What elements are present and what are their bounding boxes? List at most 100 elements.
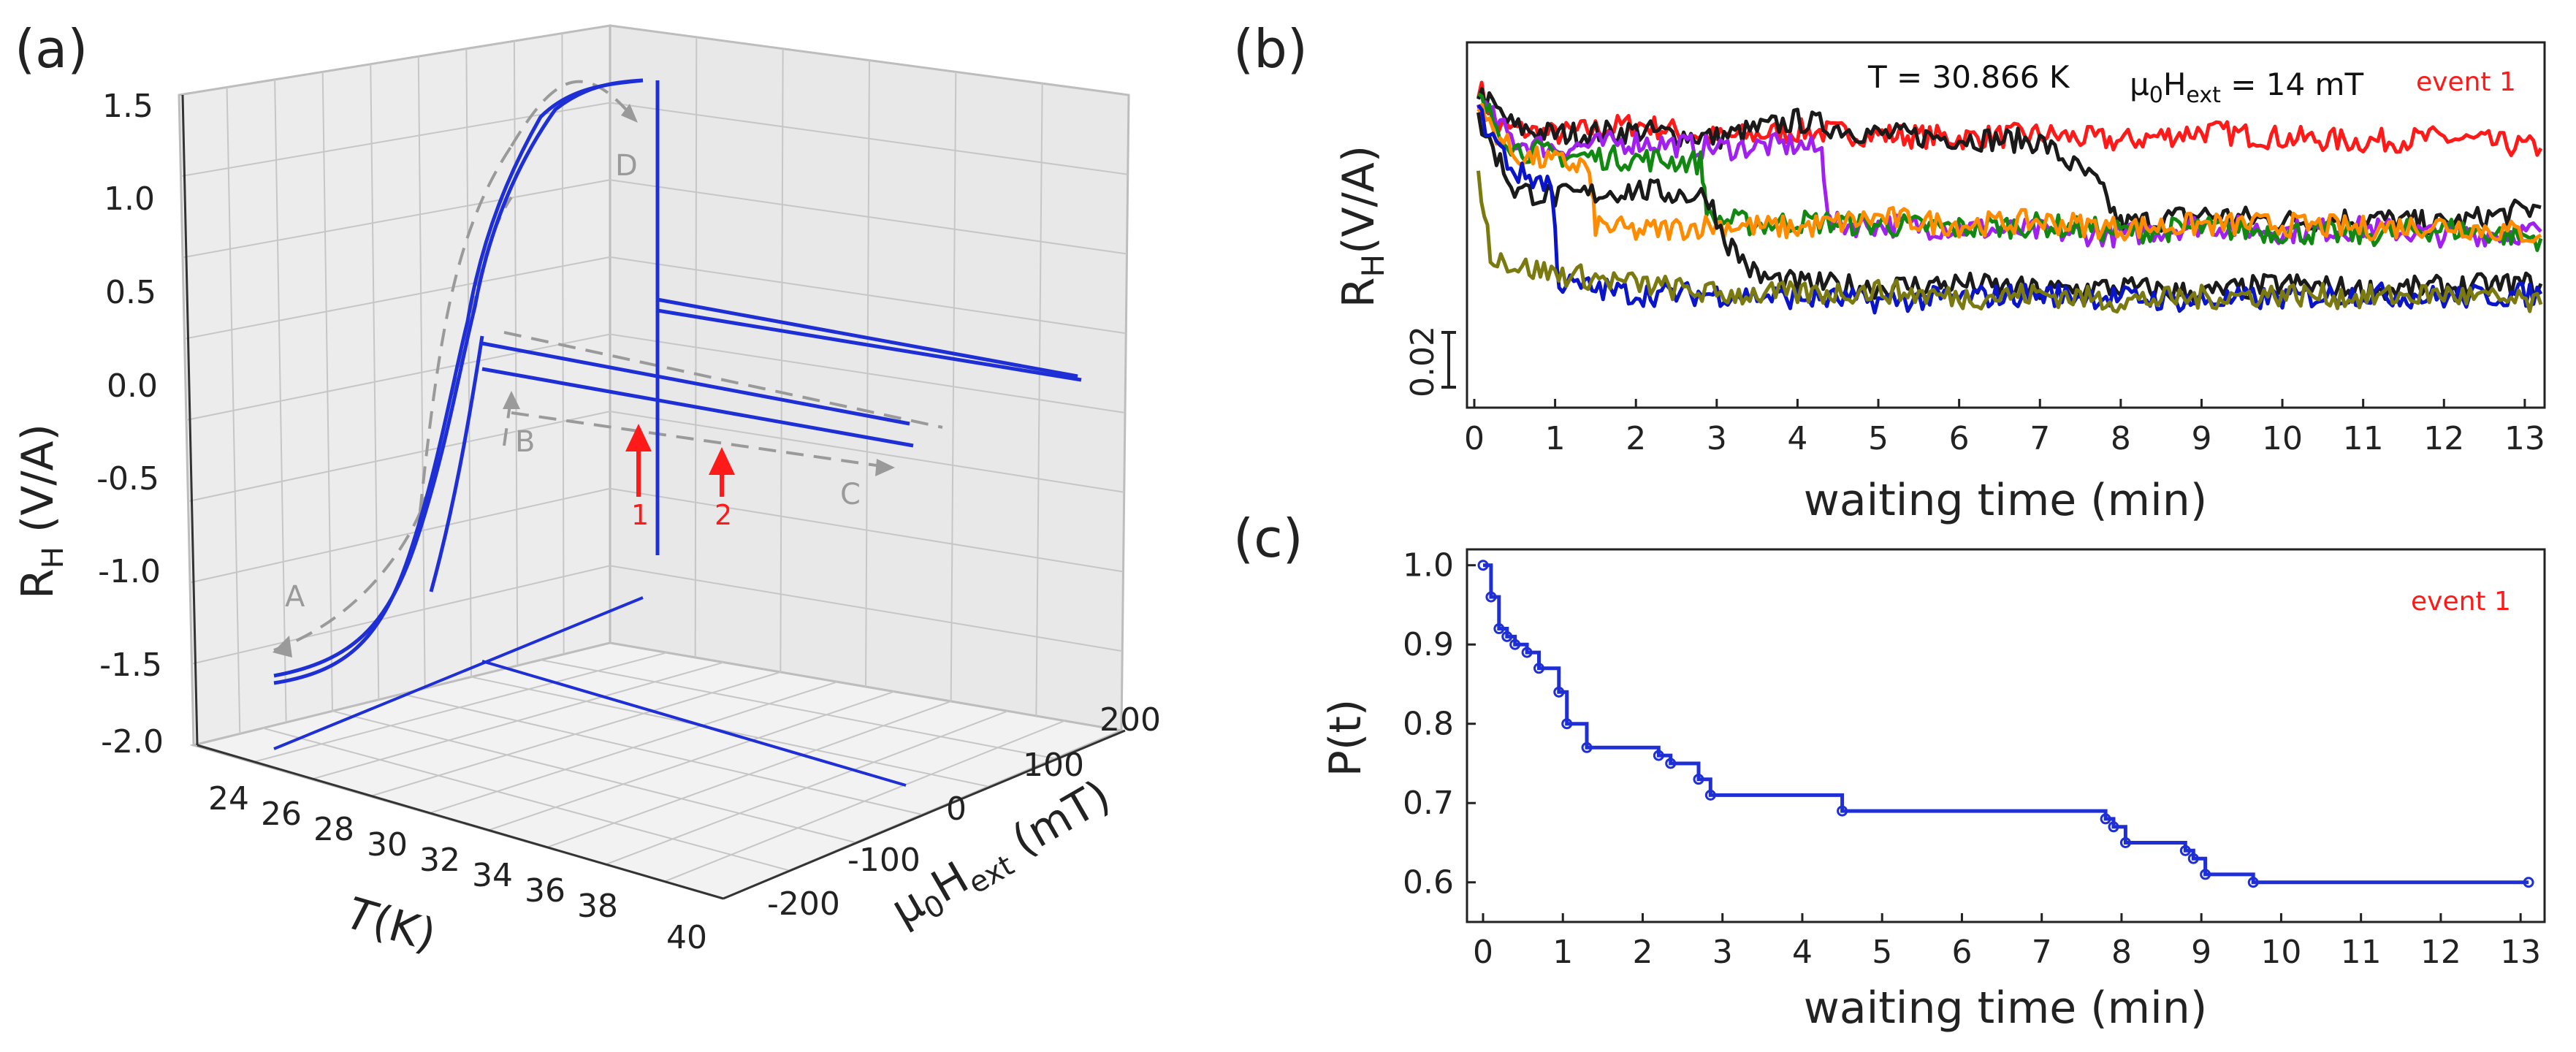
- panel-c-point: [2200, 869, 2211, 880]
- panel-c-point: [1477, 560, 1489, 571]
- panel-b-ylabel-main: R: [1333, 278, 1384, 308]
- y-tick-labels: -200 -100 0 100 200: [767, 701, 1161, 923]
- arrow-C: [875, 459, 895, 476]
- panel-b-x-tick-label: 7: [2030, 420, 2050, 457]
- panel-c-x-tick-label: 3: [1712, 934, 1733, 971]
- panel-c-x-tick-label: 12: [2420, 934, 2461, 971]
- arrow-A: [273, 636, 292, 658]
- z-axis-title: RH (V/A): [12, 424, 70, 599]
- panel-c-x-tick-label: 10: [2260, 934, 2301, 971]
- remanent-branch-lower: [481, 367, 914, 448]
- y-axis-line: [723, 729, 1126, 900]
- panel-c-series: [1477, 560, 2534, 888]
- z-tick-label: 1.0: [104, 180, 155, 218]
- y-tick-label: 0: [946, 790, 967, 828]
- panel-c-x-tick-label: 4: [1792, 934, 1813, 971]
- panel-c-point: [1521, 647, 1533, 658]
- guide-D: [510, 80, 637, 148]
- panel-c-chart: (c) 0.60.70.80.91.0 0 1 2 3 4 5 6 7 8 9 10 11 12 13 e…: [1233, 508, 2546, 1034]
- grid-line: [188, 411, 611, 503]
- panel-c-letter: (c): [1233, 508, 1303, 569]
- hysteresis-curves: [273, 78, 1082, 685]
- x-tick-label: 32: [419, 842, 460, 879]
- panel-b-x-tick-label: 9: [2191, 420, 2211, 457]
- event-2-arrow-head: [709, 447, 735, 475]
- grid-line: [609, 487, 1124, 573]
- panel-c-step-line: [1483, 563, 2529, 885]
- panel-b-x-tick-label: 2: [1626, 420, 1646, 457]
- panel-c-point: [2100, 813, 2111, 825]
- x-tick-label: 34: [472, 857, 513, 894]
- panel-b-x-tick-label: 3: [1707, 420, 1727, 457]
- panel-c-point: [1501, 630, 1513, 642]
- z-tick-label: -0.5: [96, 460, 159, 498]
- z-axis-line: [181, 94, 199, 746]
- z-axis-title-sub: H: [37, 546, 70, 568]
- panel-b-event: event 1: [2416, 67, 2516, 97]
- panel-b-x-ticks: 0 1 2 3 4 5 6 7 8 9 10 11 12 13: [1464, 399, 2545, 457]
- floor-projection: [273, 596, 907, 787]
- grid-line: [609, 179, 1127, 255]
- panel-c-point: [1704, 789, 1716, 801]
- arrow-D: [621, 104, 638, 123]
- panel-b-x-tick-label: 12: [2423, 420, 2464, 457]
- remanent-branch-upper: [481, 341, 910, 426]
- panel-b-field: μ0Hext = 14 mT: [2130, 66, 2363, 108]
- z-tick-label: 0.0: [107, 367, 158, 405]
- x-axis-title: T(K): [341, 888, 441, 961]
- panel-b-x-tick-label: 4: [1787, 420, 1807, 457]
- panel-c-x-tick-label: 13: [2500, 934, 2541, 971]
- guide-up: [419, 145, 513, 512]
- panel-c-y-tick-label: 0.8: [1403, 706, 1454, 743]
- z-tick-label: 0.5: [105, 274, 156, 311]
- guide-top: [503, 331, 943, 429]
- z-tick-label: 1.5: [102, 88, 153, 125]
- panel-c-x-tick-label: 1: [1552, 934, 1573, 971]
- panel-b-series: [1476, 80, 2543, 315]
- panel-c-point: [1485, 591, 1497, 603]
- panel-c-point: [1581, 742, 1593, 753]
- z-tick-labels: 1.5 1.0 0.5 0.0 -0.5 -1.0 -1.5 -2.0: [96, 88, 164, 761]
- z-axis-title-main: R: [12, 568, 64, 599]
- panel-c-y-tick-label: 0.7: [1403, 785, 1454, 822]
- grid-line: [186, 333, 611, 421]
- grid-line: [609, 256, 1127, 335]
- hysteresis-lower: [273, 78, 644, 685]
- x-tick-labels: 24 26 28 30 32 34 36 38 40: [208, 780, 707, 956]
- y-axis-title-unit: (mT): [991, 770, 1119, 873]
- panel-c-x-ticks: 0 1 2 3 4 5 6 7 8 9 10 11 12 13: [1473, 913, 2541, 971]
- panel-b-ylabel: RH(V/A): [1333, 145, 1391, 308]
- panel-b-series-orange: [1476, 102, 2542, 243]
- hysteresis-upper: [273, 78, 644, 678]
- event-1-arrow-head: [625, 424, 652, 451]
- panel-c-y-tick-label: 1.0: [1403, 547, 1454, 584]
- panel-c-x-tick-label: 9: [2191, 934, 2211, 971]
- panel-b-x-tick-label: 13: [2504, 420, 2545, 457]
- panel-b-scale-bar: 0.02: [1404, 326, 1456, 397]
- panel-b-temperature: T = 30.866 K: [1867, 59, 2070, 95]
- grid-line: [609, 102, 1128, 175]
- panel-b-x-tick-label: 8: [2111, 420, 2131, 457]
- panel-b-ylabel-unit: (V/A): [1333, 145, 1384, 254]
- event-arrows: 1 2: [625, 424, 735, 531]
- panel-b-annotations: T = 30.866 K μ0Hext = 14 mT event 1: [1867, 59, 2516, 108]
- x-tick-label: 36: [525, 872, 565, 910]
- panel-c-point: [1653, 750, 1664, 761]
- panel-c-y-tick-label: 0.9: [1403, 626, 1454, 663]
- panel-c-x-tick-label: 8: [2111, 934, 2132, 971]
- panel-b-x-tick-label: 11: [2343, 420, 2384, 457]
- panel-a-letter: (a): [15, 18, 88, 80]
- panel-c-y-tick-label: 0.6: [1403, 864, 1454, 902]
- panel-c-x-tick-label: 7: [2032, 934, 2052, 971]
- grid-line: [189, 487, 611, 584]
- panel-b-field-value: = 14 mT: [2221, 66, 2364, 102]
- panel-c-x-tick-label: 0: [1473, 934, 1493, 971]
- z-tick-label: -1.0: [98, 553, 161, 590]
- panel-c-x-tick-label: 11: [2341, 934, 2382, 971]
- z-tick-label: -2.0: [101, 723, 164, 761]
- panel-c-point: [1493, 623, 1505, 635]
- panel-b-letter: (b): [1233, 18, 1308, 80]
- switched-branch-lower: [657, 308, 1082, 382]
- panel-c-point: [2523, 877, 2534, 888]
- panel-c-point: [2179, 845, 2191, 856]
